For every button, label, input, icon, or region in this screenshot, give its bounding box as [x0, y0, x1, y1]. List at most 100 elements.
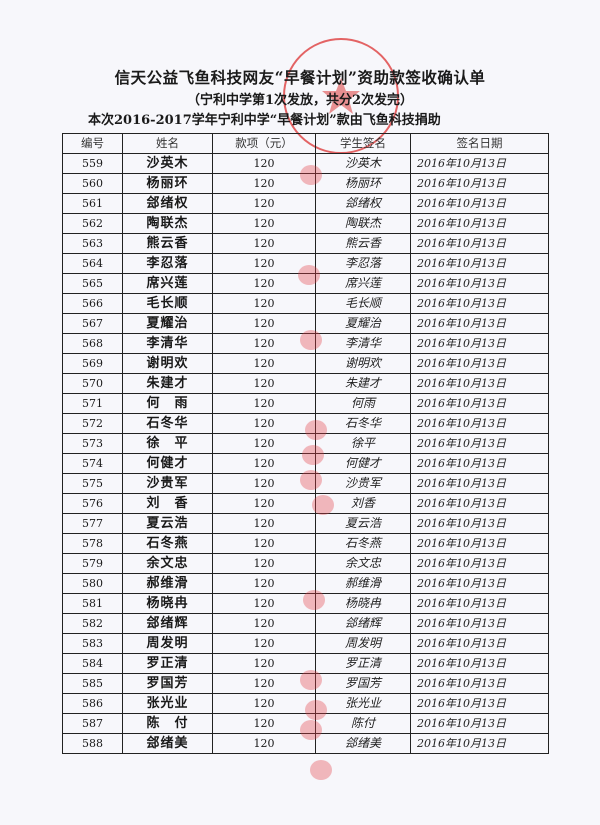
- signature-date: 2016年10月13日: [410, 313, 549, 334]
- student-signature: 郐绪辉: [315, 613, 411, 634]
- student-name: 刘 香: [122, 493, 213, 514]
- amount: 120: [212, 233, 316, 254]
- student-name: 何健才: [122, 453, 213, 474]
- table-row: 587 陈 付 120 陈付 2016年10月13日: [62, 713, 549, 734]
- row-id: 576: [62, 493, 123, 514]
- student-signature: 郐绪权: [315, 193, 411, 214]
- table-row: 561 郐绪权 120 郐绪权 2016年10月13日: [62, 193, 549, 214]
- signature-date: 2016年10月13日: [410, 373, 549, 394]
- student-signature: 谢明欢: [315, 353, 411, 374]
- amount: 120: [212, 553, 316, 574]
- table-row: 573 徐 平 120 徐平 2016年10月13日: [62, 433, 549, 454]
- student-signature: 夏耀治: [315, 313, 411, 334]
- amount: 120: [212, 293, 316, 314]
- row-id: 581: [62, 593, 123, 614]
- amount: 120: [212, 693, 316, 714]
- student-name: 陈 付: [122, 713, 213, 734]
- table-row: 585 罗国芳 120 罗国芳 2016年10月13日: [62, 673, 549, 694]
- student-signature: 陈付: [315, 713, 411, 734]
- signature-date: 2016年10月13日: [410, 413, 549, 434]
- row-id: 574: [62, 453, 123, 474]
- row-id: 570: [62, 373, 123, 394]
- signature-date: 2016年10月13日: [410, 353, 549, 374]
- student-name: 张光业: [122, 693, 213, 714]
- amount: 120: [212, 513, 316, 534]
- table-row: 566 毛长顺 120 毛长顺 2016年10月13日: [62, 293, 549, 314]
- amount: 120: [212, 453, 316, 474]
- student-name: 郐绪辉: [122, 613, 213, 634]
- student-name: 杨晓冉: [122, 593, 213, 614]
- row-id: 566: [62, 293, 123, 314]
- row-id: 577: [62, 513, 123, 534]
- signature-date: 2016年10月13日: [410, 493, 549, 514]
- table-row: 577 夏云浩 120 夏云浩 2016年10月13日: [62, 513, 549, 534]
- row-id: 560: [62, 173, 123, 194]
- student-name: 周发明: [122, 633, 213, 654]
- table-row: 579 余文忠 120 余文忠 2016年10月13日: [62, 553, 549, 574]
- student-signature: 郝维滑: [315, 573, 411, 594]
- row-id: 582: [62, 613, 123, 634]
- row-id: 565: [62, 273, 123, 294]
- signature-date: 2016年10月13日: [410, 333, 549, 354]
- amount: 120: [212, 653, 316, 674]
- student-signature: 毛长顺: [315, 293, 411, 314]
- student-name: 郐绪权: [122, 193, 213, 214]
- student-signature: 朱建才: [315, 373, 411, 394]
- signature-date: 2016年10月13日: [410, 573, 549, 594]
- student-signature: 徐平: [315, 433, 411, 454]
- student-name: 夏云浩: [122, 513, 213, 534]
- student-name: 席兴莲: [122, 273, 213, 294]
- signature-date: 2016年10月13日: [410, 633, 549, 654]
- student-signature: 周发明: [315, 633, 411, 654]
- table-row: 564 李忍落 120 李忍落 2016年10月13日: [62, 253, 549, 274]
- row-id: 562: [62, 213, 123, 234]
- table-row: 582 郐绪辉 120 郐绪辉 2016年10月13日: [62, 613, 549, 634]
- signature-date: 2016年10月13日: [410, 713, 549, 734]
- signature-date: 2016年10月13日: [410, 473, 549, 494]
- student-signature: 李清华: [315, 333, 411, 354]
- student-signature: 石冬华: [315, 413, 411, 434]
- student-name: 沙英木: [122, 153, 213, 174]
- student-signature: 郐绪美: [315, 733, 411, 754]
- student-name: 李清华: [122, 333, 213, 354]
- row-id: 559: [62, 153, 123, 174]
- signature-date: 2016年10月13日: [410, 673, 549, 694]
- amount: 120: [212, 433, 316, 454]
- student-name: 沙贵军: [122, 473, 213, 494]
- document-title: 信天公益飞鱼科技网友“早餐计划”资助款签收确认单: [114, 68, 486, 87]
- student-name: 陶联杰: [122, 213, 213, 234]
- amount: 120: [212, 533, 316, 554]
- donation-note: 本次2016-2017学年宁利中学“早餐计划”款由飞鱼科技捐助: [88, 113, 441, 128]
- header-signature: 学生签名: [315, 133, 411, 154]
- signature-date: 2016年10月13日: [410, 213, 549, 234]
- row-id: 586: [62, 693, 123, 714]
- amount: 120: [212, 153, 316, 174]
- table-row: 568 李清华 120 李清华 2016年10月13日: [62, 333, 549, 354]
- amount: 120: [212, 413, 316, 434]
- student-signature: 陶联杰: [315, 213, 411, 234]
- signature-date: 2016年10月13日: [410, 553, 549, 574]
- table-row: 565 席兴莲 120 席兴莲 2016年10月13日: [62, 273, 549, 294]
- amount: 120: [212, 213, 316, 234]
- amount: 120: [212, 573, 316, 594]
- table-row: 574 何健才 120 何健才 2016年10月13日: [62, 453, 549, 474]
- table-row: 571 何 雨 120 何雨 2016年10月13日: [62, 393, 549, 414]
- amount: 120: [212, 633, 316, 654]
- amount: 120: [212, 713, 316, 734]
- amount: 120: [212, 673, 316, 694]
- signature-date: 2016年10月13日: [410, 533, 549, 554]
- amount: 120: [212, 173, 316, 194]
- signature-date: 2016年10月13日: [410, 153, 549, 174]
- student-name: 石冬华: [122, 413, 213, 434]
- row-id: 563: [62, 233, 123, 254]
- receipt-table: 编号 姓名 款项（元） 学生签名 签名日期 559 沙英木 120 沙英木 2016年1…: [62, 133, 549, 754]
- table-row: 563 熊云香 120 熊云香 2016年10月13日: [62, 233, 549, 254]
- student-name: 石冬燕: [122, 533, 213, 554]
- header-date: 签名日期: [410, 133, 549, 154]
- table-row: 583 周发明 120 周发明 2016年10月13日: [62, 633, 549, 654]
- row-id: 572: [62, 413, 123, 434]
- table-row: 588 郐绪美 120 郐绪美 2016年10月13日: [62, 733, 549, 754]
- row-id: 587: [62, 713, 123, 734]
- student-signature: 熊云香: [315, 233, 411, 254]
- student-signature: 罗国芳: [315, 673, 411, 694]
